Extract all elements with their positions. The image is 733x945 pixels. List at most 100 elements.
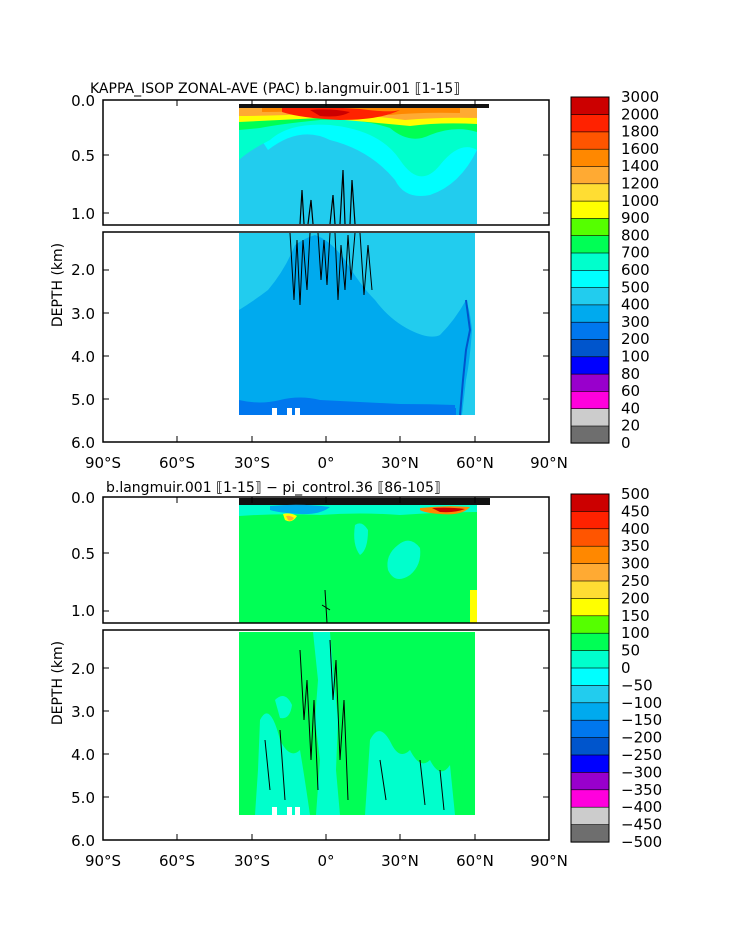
panel2-ytick: 1.0: [71, 602, 95, 620]
panel2-xtick: 0°: [317, 852, 334, 870]
colorbar-swatch: [570, 511, 610, 530]
colorbar-swatch: [570, 373, 610, 392]
panel1-xtick: 60°N: [456, 454, 494, 472]
colorbar-label: 450: [621, 502, 650, 520]
colorbar-swatch: [570, 528, 610, 547]
colorbar-swatch: [570, 598, 610, 617]
panel-kappa-isop: KAPPA_ISOP ZONAL-AVE (PAC) b.langmuir.00…: [50, 81, 659, 472]
panel2-ytick: 2.0: [71, 660, 95, 678]
panel2-ytick: 5.0: [71, 789, 95, 807]
colorbar-label: 1400: [621, 157, 659, 175]
colorbar-label: 50: [621, 642, 640, 660]
panel2-x-ticks: 90°S 60°S 30°S 0° 30°N 60°N 90°N: [85, 852, 568, 870]
panel1-ytick: 0.5: [71, 147, 95, 165]
panel2-ytick: 0.0: [71, 489, 95, 507]
colorbar-label: 0: [621, 434, 631, 452]
colorbar-label: 900: [621, 209, 650, 227]
colorbar-label: −450: [621, 816, 662, 834]
panel2-xtick: 90°S: [85, 852, 121, 870]
panel2-field-upper: [239, 498, 490, 624]
panel1-ytick: 6.0: [71, 434, 95, 452]
colorbar-label: 1600: [621, 140, 659, 158]
panel1-xtick: 0°: [317, 454, 334, 472]
colorbar-label: −300: [621, 763, 662, 781]
colorbar-swatch: [570, 114, 610, 133]
colorbar-swatch: [570, 200, 610, 219]
colorbar-label: 400: [621, 296, 650, 314]
colorbar-swatch: [570, 425, 610, 444]
panel2-title: b.langmuir.001 ⟦1-15⟧ − pi_control.36 ⟦8…: [106, 480, 441, 496]
panel2-colorbar: 500450400350300250200150100500−50−100−15…: [570, 485, 662, 851]
colorbar-label: 3000: [621, 88, 659, 106]
colorbar-label: 1000: [621, 192, 659, 210]
panel1-field-lower: [239, 232, 475, 416]
panel2-xtick: 30°N: [381, 852, 419, 870]
panel1-ytick: 3.0: [71, 305, 95, 323]
colorbar-label: 2000: [621, 105, 659, 123]
panel2-xtick: 30°S: [234, 852, 270, 870]
panel2-ytick: 4.0: [71, 746, 95, 764]
colorbar-swatch: [570, 338, 610, 358]
colorbar-label: 400: [621, 520, 650, 538]
colorbar-swatch: [570, 286, 610, 306]
panel2-ytick: 0.5: [71, 545, 95, 563]
colorbar-label: −350: [621, 781, 662, 799]
colorbar-label: 100: [621, 348, 650, 366]
panel1-y-ticks: 0.0 0.5 1.0 2.0 3.0 4.0 5.0 6.0: [71, 92, 95, 452]
panel1-xtick: 90°N: [530, 454, 568, 472]
panel1-x-ticks: 90°S 60°S 30°S 0° 30°N 60°N 90°N: [85, 454, 568, 472]
colorbar-swatch: [570, 632, 610, 652]
panel1-ytick: 2.0: [71, 261, 95, 279]
colorbar-label: 500: [621, 485, 650, 503]
colorbar-label: 200: [621, 330, 650, 348]
colorbar-frame: [570, 493, 610, 843]
panel2-ytick: 6.0: [71, 832, 95, 850]
colorbar-label: −200: [621, 729, 662, 747]
panel2-field-lower: [239, 632, 475, 815]
colorbar-swatch: [570, 390, 610, 410]
colorbar-label: −50: [621, 676, 653, 694]
colorbar-label: 100: [621, 624, 650, 642]
colorbar-swatch: [570, 269, 610, 288]
colorbar-label: 500: [621, 278, 650, 296]
colorbar-swatch: [570, 789, 610, 808]
colorbar-swatch: [570, 806, 610, 826]
panel1-xtick: 60°S: [159, 454, 195, 472]
colorbar-label: −250: [621, 746, 662, 764]
panel1-colorbar: 0204060801002003004005006007008009001000…: [570, 88, 659, 452]
panel1-ytick: 1.0: [71, 205, 95, 223]
colorbar-label: 1800: [621, 123, 659, 141]
colorbar-label: 800: [621, 226, 650, 244]
colorbar-label: 60: [621, 382, 640, 400]
colorbar-label: 0: [621, 659, 631, 677]
panel2-ytick: 3.0: [71, 703, 95, 721]
colorbar-swatch: [570, 667, 610, 687]
colorbar-swatch: [570, 650, 610, 669]
panel1-title: KAPPA_ISOP ZONAL-AVE (PAC) b.langmuir.00…: [90, 81, 460, 97]
colorbar-label: 700: [621, 244, 650, 262]
colorbar-label: 150: [621, 607, 650, 625]
colorbar-label: 20: [621, 417, 640, 435]
colorbar-swatch: [570, 493, 610, 513]
colorbar-swatch: [570, 183, 610, 202]
colorbar-swatch: [570, 252, 610, 271]
colorbar-swatch: [570, 615, 610, 634]
colorbar-label: 40: [621, 399, 640, 417]
panel1-ytick: 4.0: [71, 348, 95, 366]
colorbar-swatch: [570, 702, 610, 721]
colorbar-swatch: [570, 737, 610, 756]
panel-difference: b.langmuir.001 ⟦1-15⟧ − pi_control.36 ⟦8…: [50, 480, 662, 870]
colorbar-label: 300: [621, 313, 650, 331]
colorbar-swatch: [570, 580, 610, 600]
colorbar-label: 600: [621, 261, 650, 279]
panel2-xtick: 60°N: [456, 852, 494, 870]
panel2-y-ticks: 0.0 0.5 1.0 2.0 3.0 4.0 5.0 6.0: [71, 489, 95, 850]
colorbar-label: 350: [621, 537, 650, 555]
colorbar-label: −500: [621, 833, 662, 851]
colorbar-label: 250: [621, 572, 650, 590]
colorbar-label: 80: [621, 365, 640, 383]
colorbar-swatch: [570, 356, 610, 375]
colorbar-swatch: [570, 131, 610, 150]
colorbar-label: −400: [621, 798, 662, 816]
colorbar-swatch: [570, 96, 610, 115]
